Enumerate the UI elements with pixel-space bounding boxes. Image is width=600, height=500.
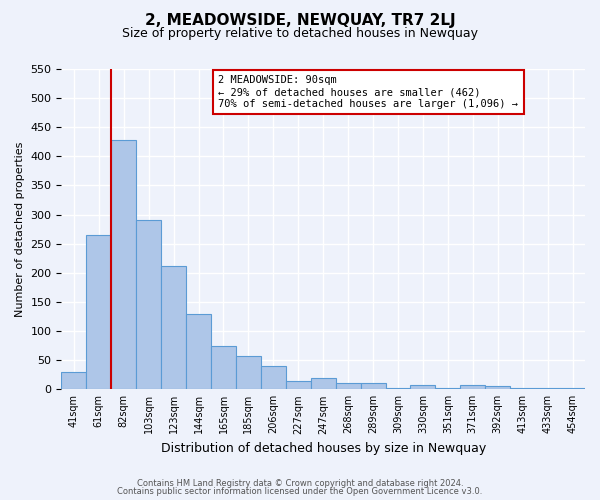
Bar bbox=[186, 314, 211, 390]
Bar bbox=[211, 346, 236, 390]
Text: 2 MEADOWSIDE: 90sqm
← 29% of detached houses are smaller (462)
70% of semi-detac: 2 MEADOWSIDE: 90sqm ← 29% of detached ho… bbox=[218, 76, 518, 108]
Text: Size of property relative to detached houses in Newquay: Size of property relative to detached ho… bbox=[122, 28, 478, 40]
Bar bbox=[261, 366, 286, 390]
Bar bbox=[510, 388, 535, 390]
Text: Contains HM Land Registry data © Crown copyright and database right 2024.: Contains HM Land Registry data © Crown c… bbox=[137, 478, 463, 488]
Bar bbox=[161, 266, 186, 390]
X-axis label: Distribution of detached houses by size in Newquay: Distribution of detached houses by size … bbox=[161, 442, 486, 455]
Bar bbox=[286, 380, 311, 390]
Bar bbox=[136, 220, 161, 390]
Bar bbox=[560, 388, 585, 390]
Bar bbox=[61, 372, 86, 390]
Y-axis label: Number of detached properties: Number of detached properties bbox=[15, 142, 25, 317]
Bar bbox=[485, 386, 510, 390]
Bar bbox=[535, 388, 560, 390]
Bar bbox=[111, 140, 136, 390]
Bar bbox=[236, 356, 261, 390]
Text: Contains public sector information licensed under the Open Government Licence v3: Contains public sector information licen… bbox=[118, 487, 482, 496]
Bar bbox=[335, 384, 361, 390]
Bar bbox=[311, 378, 335, 390]
Bar bbox=[460, 385, 485, 390]
Bar bbox=[86, 235, 111, 390]
Bar bbox=[361, 384, 386, 390]
Bar bbox=[386, 388, 410, 390]
Text: 2, MEADOWSIDE, NEWQUAY, TR7 2LJ: 2, MEADOWSIDE, NEWQUAY, TR7 2LJ bbox=[145, 12, 455, 28]
Bar bbox=[436, 388, 460, 390]
Bar bbox=[410, 385, 436, 390]
